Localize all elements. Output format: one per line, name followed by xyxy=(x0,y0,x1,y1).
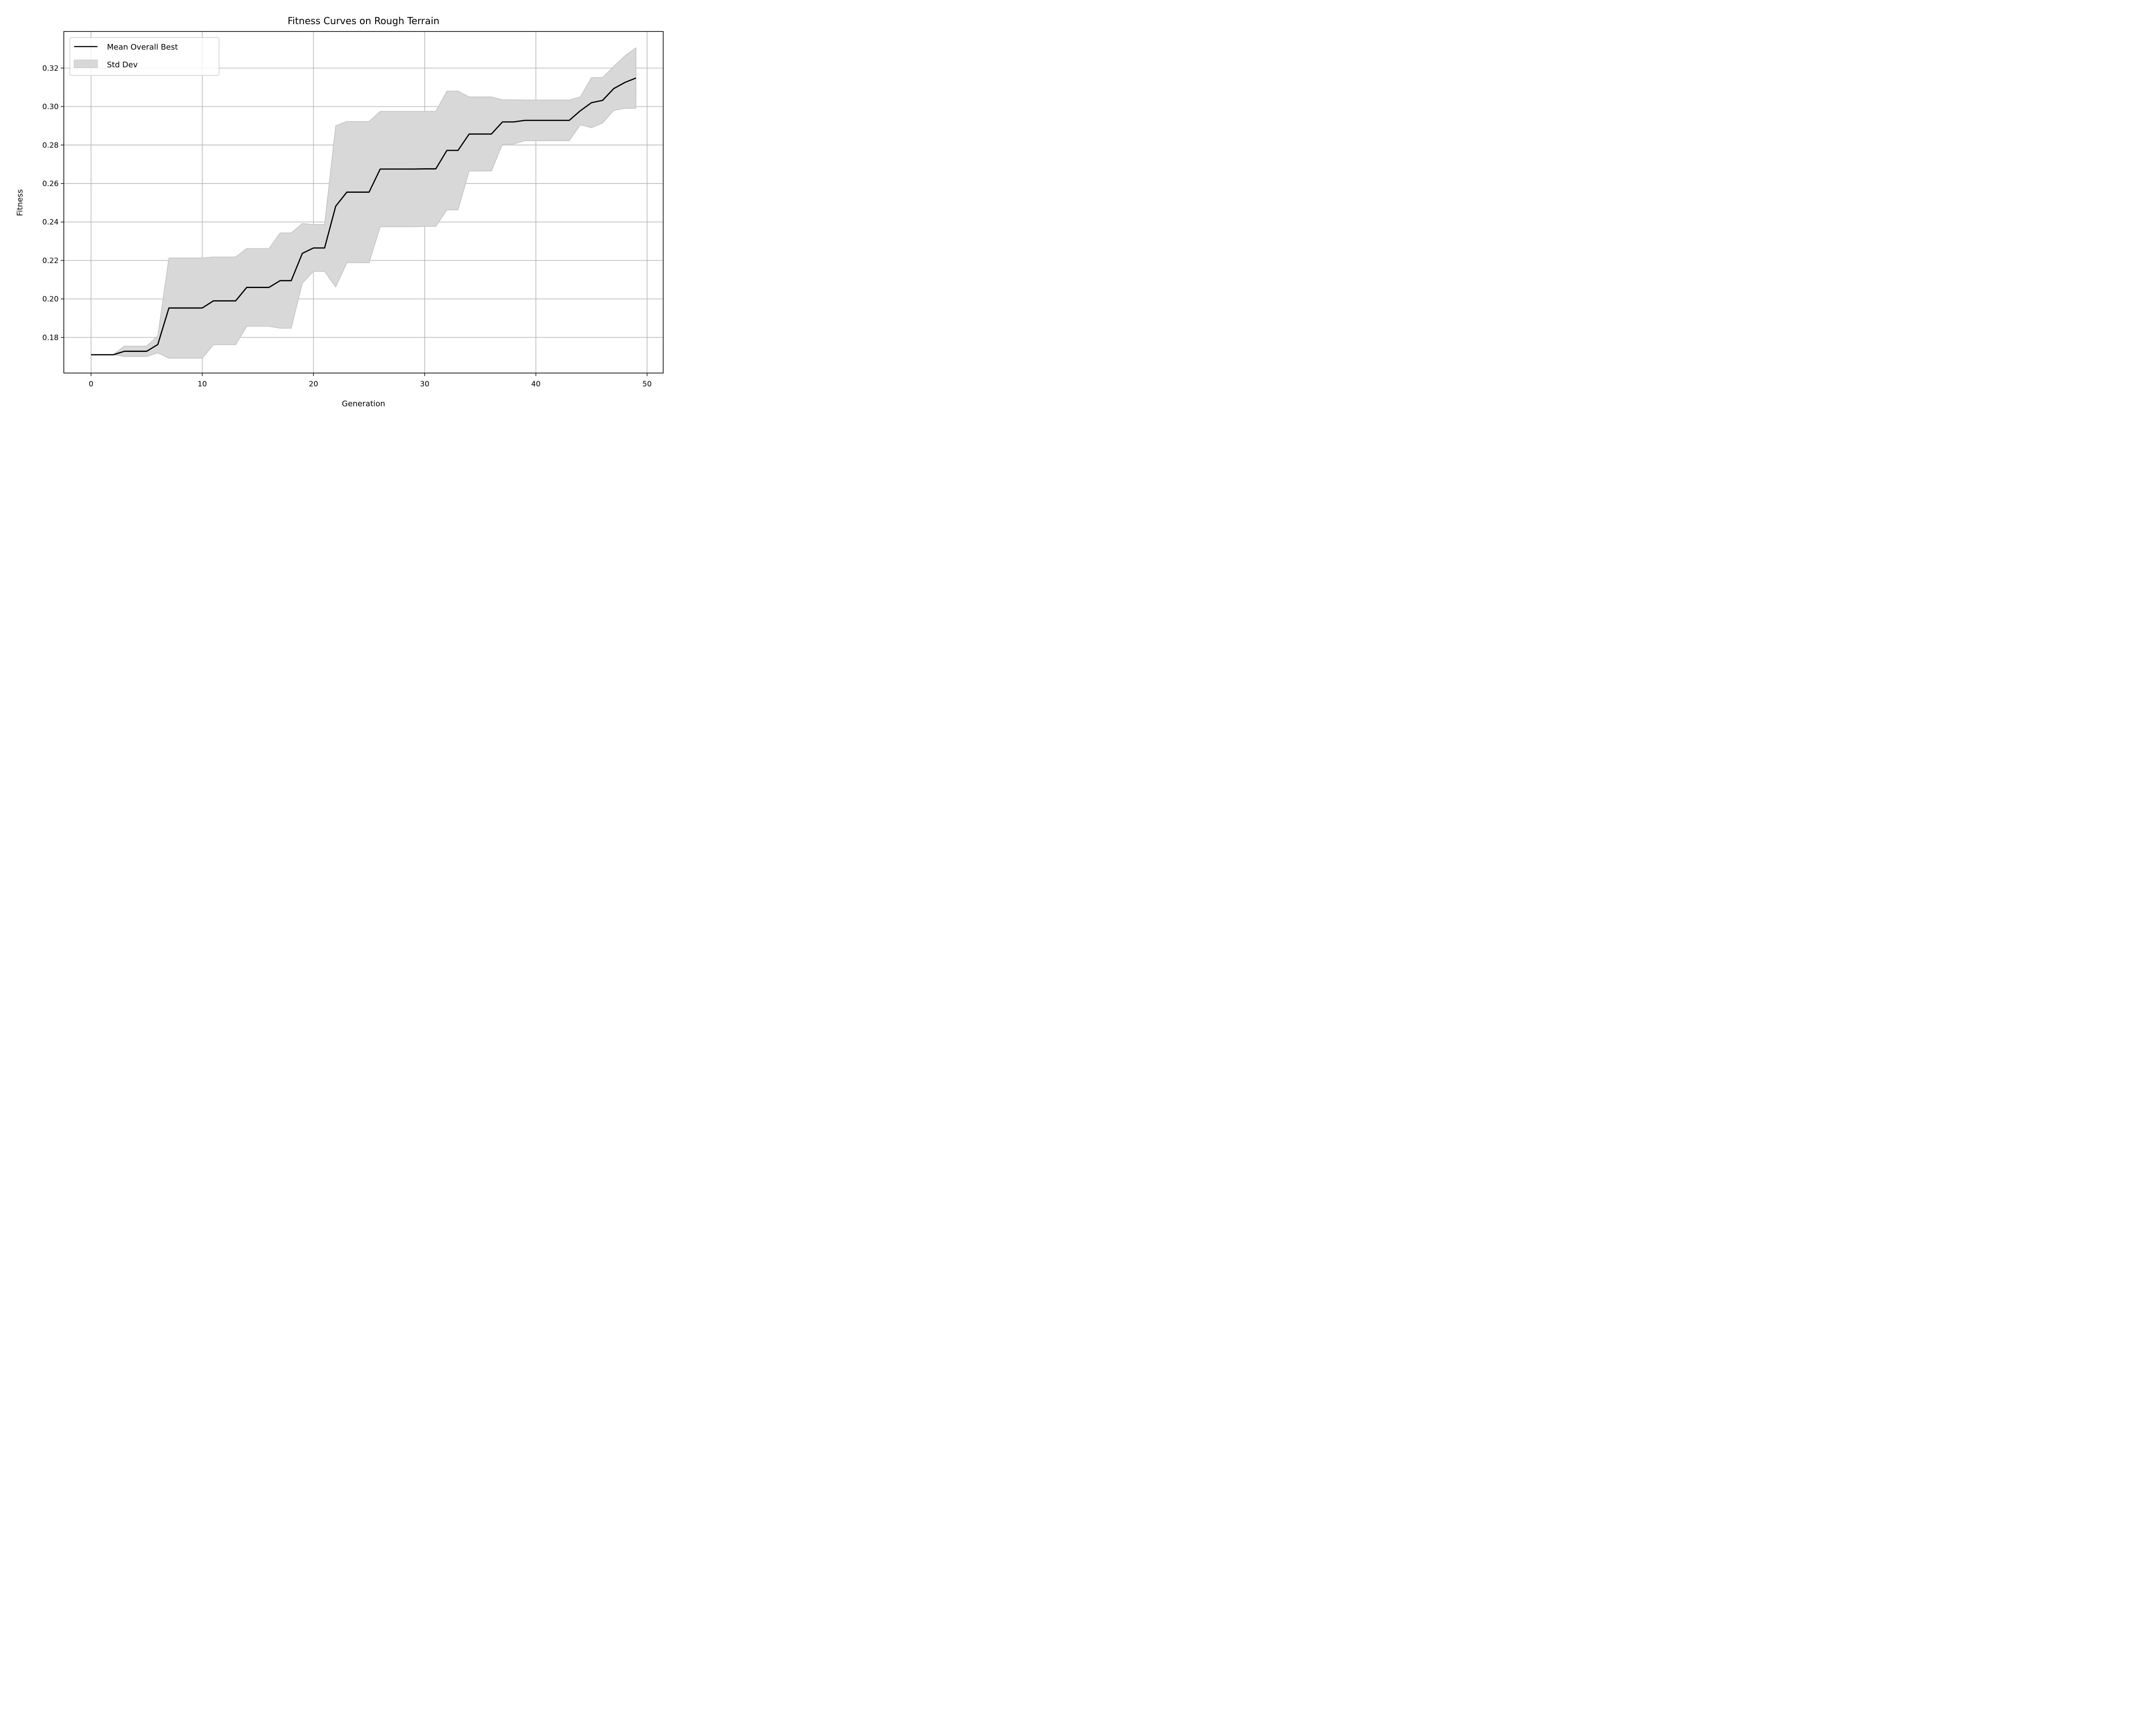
x-axis-label: Generation xyxy=(342,399,385,408)
fitness-chart: 0 10 20 30 40 50 0.18 0.20 0.22 0.24 0.26 0.28 0.30 0… xyxy=(16,16,664,408)
y-tick-label-7: 0.32 xyxy=(42,64,59,73)
y-tick-label-0: 0.18 xyxy=(42,333,59,342)
y-tick-label-2: 0.22 xyxy=(42,257,59,265)
legend-std-label: Std Dev xyxy=(107,60,138,69)
axis-ticks: 0 10 20 30 40 50 0.18 0.20 0.22 0.24 0.26 0.28 0.30 0… xyxy=(42,64,652,389)
y-axis-label: Fitness xyxy=(16,189,25,216)
x-tick-label-5: 50 xyxy=(642,380,652,389)
y-tick-label-4: 0.26 xyxy=(42,179,59,188)
legend-std-swatch xyxy=(74,60,98,68)
x-tick-label-3: 30 xyxy=(420,380,429,389)
mean-line-layer xyxy=(91,77,636,356)
y-tick-label-3: 0.24 xyxy=(42,218,59,227)
plot-frame xyxy=(63,31,664,373)
y-tick-label-6: 0.30 xyxy=(42,103,59,111)
y-tick-label-5: 0.28 xyxy=(42,141,59,150)
x-tick-label-2: 20 xyxy=(309,380,318,389)
legend: Mean Overall Best Std Dev xyxy=(69,37,219,76)
x-tick-label-4: 40 xyxy=(531,380,541,389)
std-dev-band xyxy=(91,47,636,359)
chart-title: Fitness Curves on Rough Terrain xyxy=(288,16,439,27)
legend-box xyxy=(69,37,219,76)
legend-mean-label: Mean Overall Best xyxy=(107,43,178,52)
x-tick-label-1: 10 xyxy=(197,380,207,389)
y-tick-label-1: 0.20 xyxy=(42,295,59,304)
std-dev-band-layer xyxy=(91,47,636,359)
mean-overall-best-line xyxy=(91,77,636,356)
x-tick-label-0: 0 xyxy=(89,380,94,389)
